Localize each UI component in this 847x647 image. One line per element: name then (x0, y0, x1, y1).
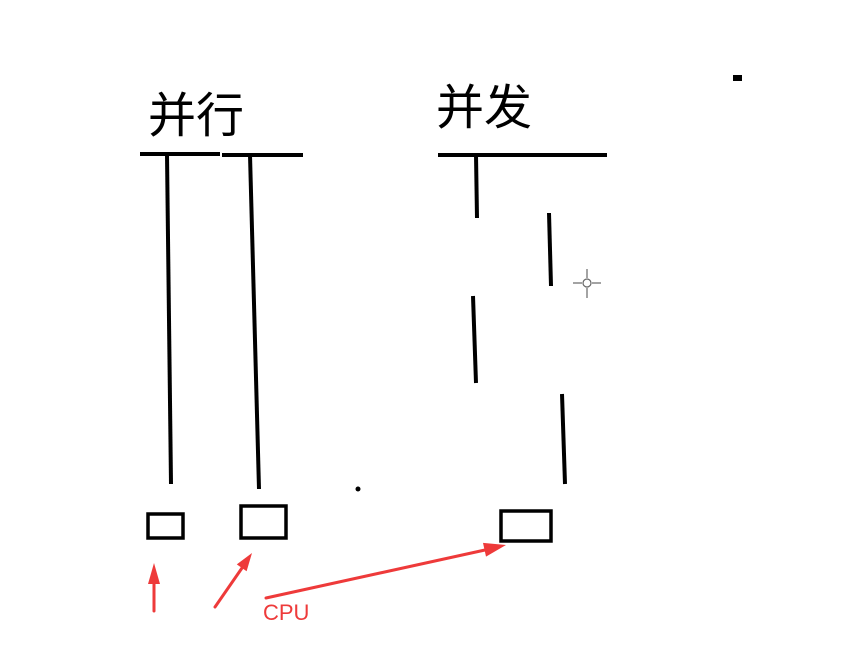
cpu-annotation: CPU (148, 542, 506, 625)
parallel-diagram: 并行 (140, 88, 303, 540)
cpu-box-3 (499, 509, 553, 543)
cpu-label: CPU (263, 600, 309, 625)
cpu-box-2 (239, 504, 288, 540)
arrow-to-cpu-box-2 (213, 553, 252, 609)
cpu-box-1 (146, 512, 185, 540)
arrow-to-cpu-box-1 (148, 563, 160, 613)
concurrent-segment-a1 (474, 154, 479, 219)
parallel-thread-line-2 (248, 154, 261, 490)
concurrent-segment-a2 (471, 295, 478, 384)
arrow-to-cpu-box-3 (264, 542, 506, 600)
parallel-title: 并行 (148, 88, 244, 144)
concurrent-title: 并发 (436, 80, 532, 136)
parallel-thread-line-1 (165, 154, 173, 485)
concurrent-segment-b2 (560, 393, 567, 485)
concurrent-diagram: 并发 (436, 80, 607, 543)
concurrent-segment-b1 (547, 212, 553, 287)
stray-mark-dot (355, 486, 361, 492)
crosshair-cursor-icon (573, 269, 601, 298)
stray-mark-square (733, 75, 742, 81)
